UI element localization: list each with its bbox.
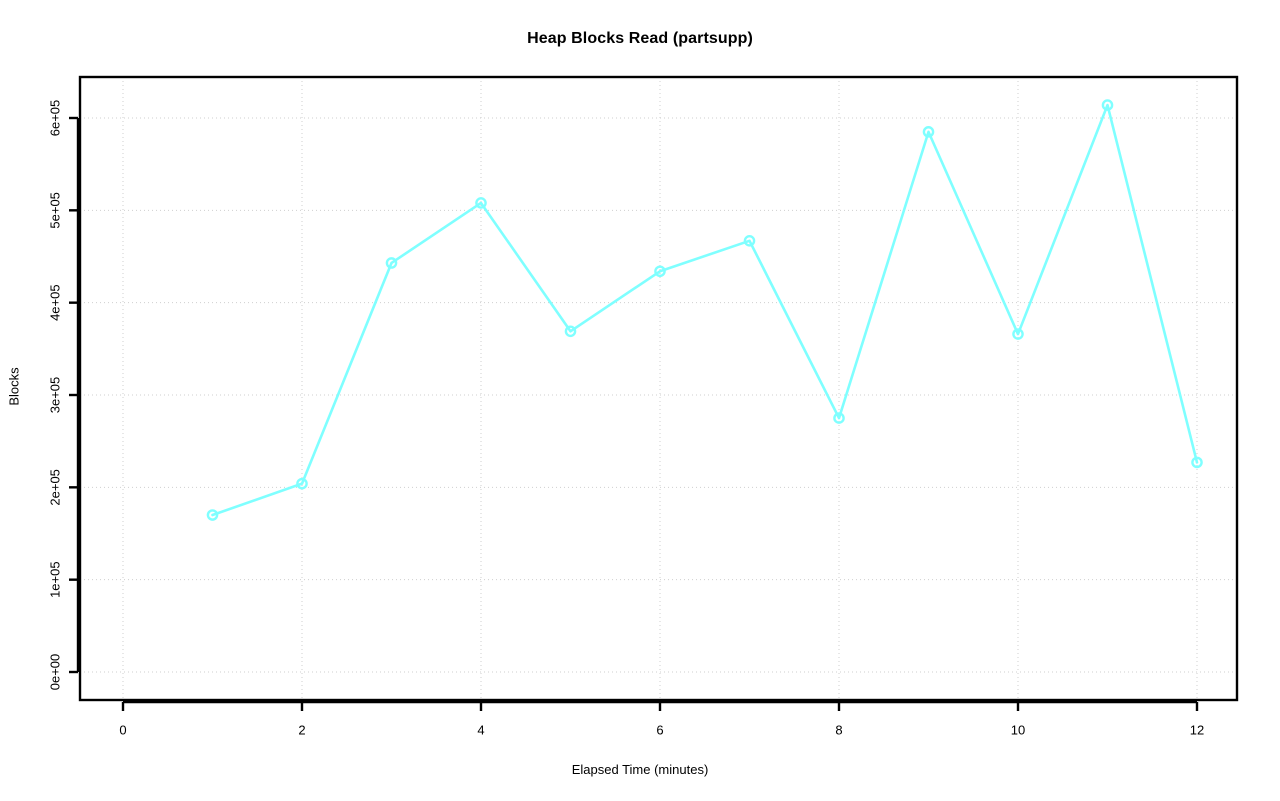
data-point [296, 477, 308, 490]
data-point [833, 412, 845, 424]
data-point [1191, 456, 1203, 469]
x-tick-labels: 0 2 4 6 8 10 12 [119, 723, 1204, 738]
data-point [475, 197, 487, 209]
y-tick-label-4: 4e+05 [48, 284, 63, 321]
data-point [922, 126, 935, 138]
x-tick-label-5: 10 [1011, 723, 1025, 738]
plot-frame [78, 75, 1239, 702]
x-tick-label-1: 2 [298, 723, 305, 738]
data-line [211, 103, 1199, 517]
chart-title: Heap Blocks Read (partsupp) [527, 30, 753, 47]
y-tick-label-6: 6e+05 [48, 100, 63, 137]
x-tick-label-6: 12 [1190, 723, 1204, 738]
data-point [1101, 99, 1114, 111]
x-tick-label-0: 0 [119, 723, 126, 738]
data-point [564, 325, 577, 338]
y-tick-label-1: 1e+05 [48, 561, 63, 598]
y-tick-label-0: 0e+00 [48, 654, 63, 691]
data-point [385, 257, 398, 269]
y-tick-label-5: 5e+05 [48, 192, 63, 229]
plot-border [78, 75, 1239, 702]
y-tick-label-3: 3e+05 [48, 377, 63, 414]
data-point [206, 509, 219, 521]
data-point [654, 265, 666, 278]
y-gridlines [80, 117, 1237, 673]
x-axis-label: Elapsed Time (minutes) [571, 762, 709, 777]
data-point [743, 235, 756, 247]
x-gridlines [122, 77, 1198, 700]
series-line [211, 103, 1199, 517]
x-axis [121, 700, 1199, 711]
x-tick-label-2: 4 [477, 723, 484, 738]
x-tick-label-4: 8 [835, 723, 842, 738]
y-tick-labels: 0e+00 1e+05 2e+05 3e+05 4e+05 5e+05 6e+05 [48, 100, 63, 691]
data-point [1012, 328, 1024, 340]
series-markers [206, 99, 1203, 521]
y-axis [69, 116, 80, 674]
x-tick-label-3: 6 [656, 723, 663, 738]
y-tick-label-2: 2e+05 [48, 469, 63, 506]
